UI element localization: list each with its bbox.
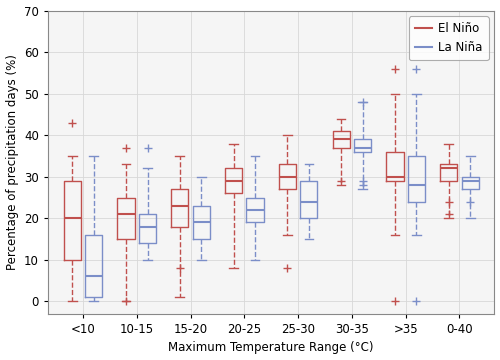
Legend: El Niño, La Niña: El Niño, La Niña xyxy=(409,17,488,60)
Y-axis label: Percentage of precipitation days (%): Percentage of precipitation days (%) xyxy=(6,54,18,270)
X-axis label: Maximum Temperature Range (°C): Maximum Temperature Range (°C) xyxy=(168,341,374,355)
